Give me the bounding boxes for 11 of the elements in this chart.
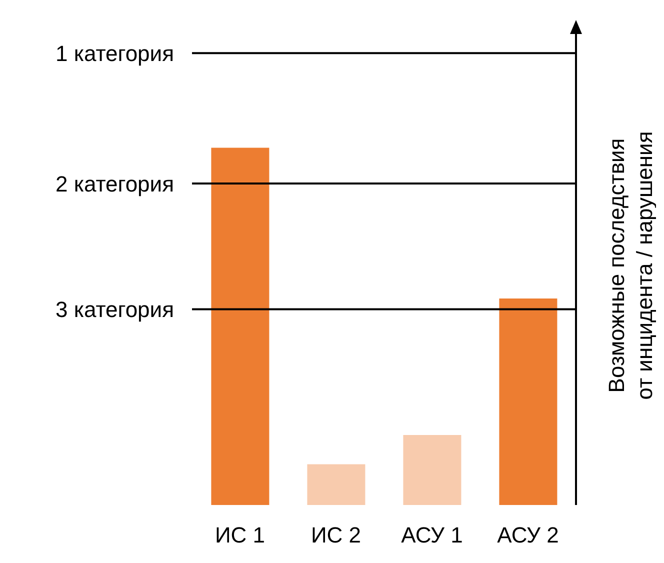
- x-tick-label: АСУ 1: [401, 522, 463, 548]
- x-tick-label: ИС 2: [310, 522, 362, 548]
- x-tick-label: ИС 1: [214, 522, 266, 548]
- bar: [307, 464, 366, 505]
- bar: [499, 298, 558, 505]
- bar: [403, 434, 462, 505]
- bar: [211, 148, 270, 505]
- ref-line-label: 1 категория: [56, 40, 174, 66]
- ref-line-label: 3 категория: [56, 297, 174, 322]
- x-tick-label: АСУ 2: [497, 522, 559, 548]
- ref-line-label: 2 категория: [56, 171, 174, 196]
